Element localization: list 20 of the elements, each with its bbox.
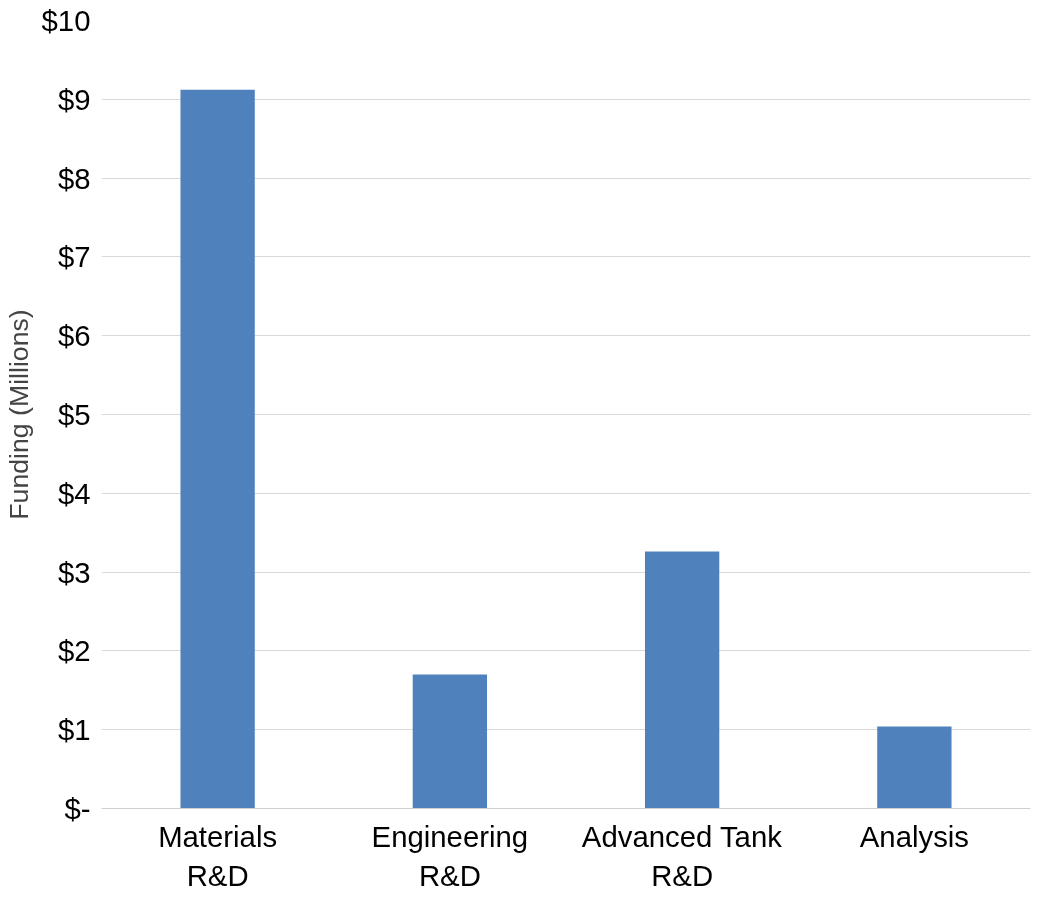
x-tick-label: Advanced Tank R&D: [581, 819, 783, 893]
x-tick-label: Analysis: [859, 819, 969, 853]
y-tick-label: $2: [57, 634, 91, 668]
bar: [180, 89, 255, 809]
bar: [412, 674, 488, 809]
y-tick-label: $9: [57, 82, 91, 116]
x-tick-label: Materials R&D: [158, 819, 278, 893]
y-axis-title: Funding (Millions): [3, 309, 34, 520]
y-tick-label: $1: [57, 713, 91, 747]
y-tick-label: $3: [57, 555, 91, 589]
y-tick-label: $5: [57, 398, 91, 431]
y-tick-label: $6: [57, 319, 91, 353]
y-tick-label: $4: [57, 476, 91, 510]
bar: [877, 726, 952, 809]
y-tick-label: $8: [57, 161, 91, 195]
x-tick-label: Engineering R&D: [371, 819, 529, 893]
bar: [644, 551, 720, 809]
y-tick-label: $10: [41, 4, 91, 37]
y-tick-label: $-: [64, 792, 91, 825]
y-tick-label: $7: [57, 240, 91, 274]
